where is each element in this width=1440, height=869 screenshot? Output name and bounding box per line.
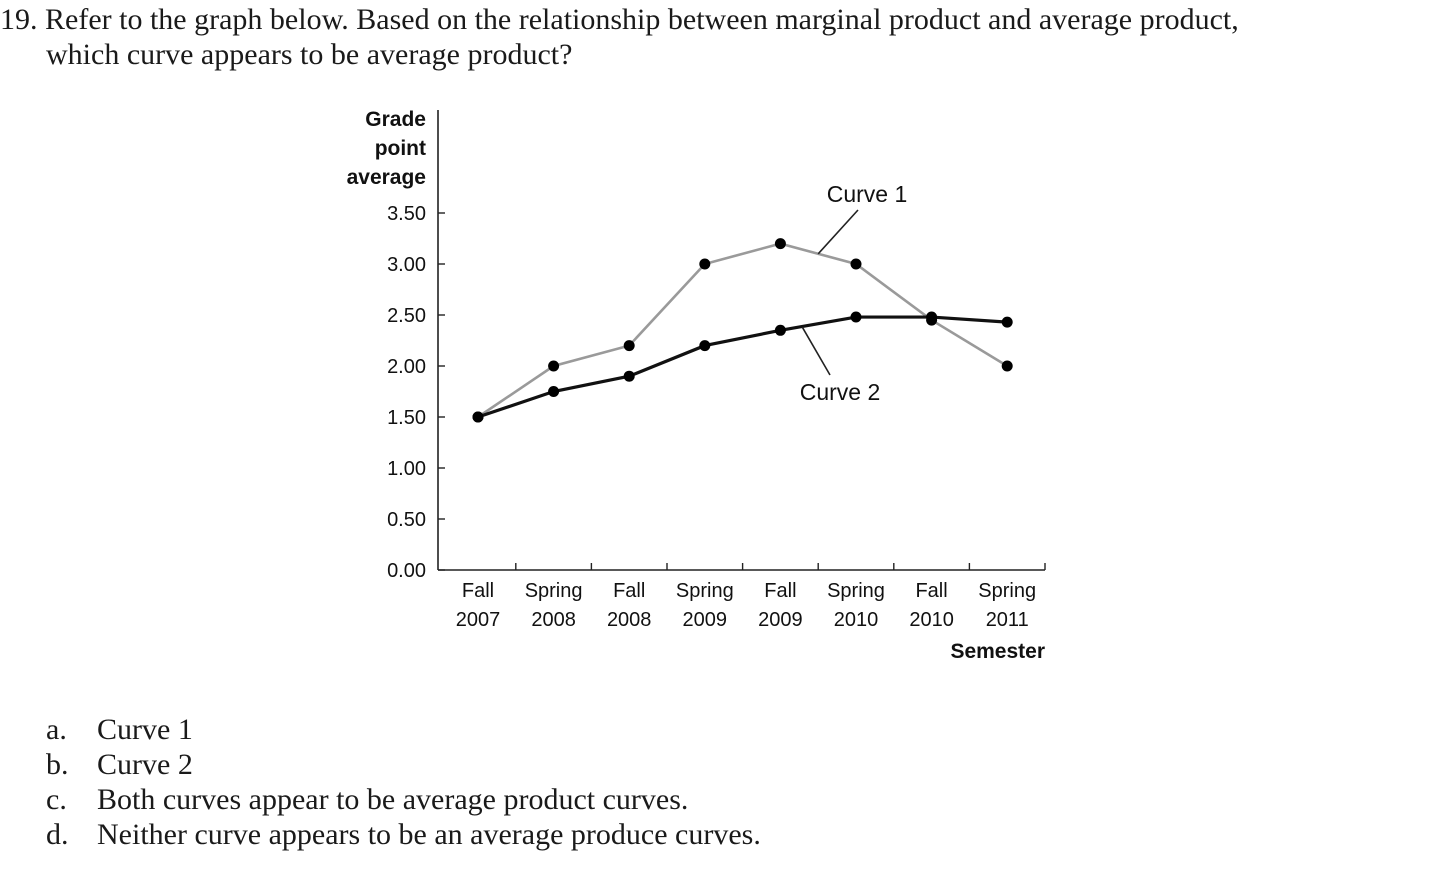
- curve-2-leader-line: [801, 326, 831, 376]
- data-point: [1001, 316, 1013, 328]
- curve-1-leader-line: [817, 209, 859, 255]
- data-point: [548, 386, 560, 397]
- option-c[interactable]: c. Both curves appear to be average prod…: [46, 782, 761, 817]
- y-tick-label: 3.50: [387, 203, 426, 225]
- x-tick-label: 2010: [909, 609, 954, 631]
- curve-2-label: Curve 2: [800, 379, 881, 405]
- data-point: [699, 258, 711, 270]
- x-tick-label: 2009: [683, 609, 728, 631]
- x-axis-title: Semester: [950, 640, 1045, 663]
- option-text: Curve 2: [97, 748, 193, 781]
- x-tick-label: 2010: [834, 609, 879, 631]
- y-tick-label: 2.50: [387, 305, 426, 327]
- x-tick-label: Spring: [676, 580, 734, 602]
- option-letter: d.: [46, 818, 69, 851]
- question-stem-line-2: which curve appears to be average produc…: [46, 38, 573, 71]
- data-point: [850, 258, 862, 270]
- x-tick-label: 2008: [607, 609, 652, 631]
- data-point: [774, 324, 786, 336]
- x-tick-label: Spring: [525, 580, 583, 602]
- x-tick-label: Fall: [764, 580, 796, 602]
- option-letter: a.: [46, 713, 67, 746]
- option-a[interactable]: a. Curve 1: [46, 712, 761, 747]
- data-point: [850, 311, 862, 323]
- x-tick-label: 2011: [986, 609, 1029, 631]
- x-tick-label: Fall: [915, 580, 947, 602]
- question-number: 19.: [0, 3, 38, 36]
- series-line-1: [477, 242, 1008, 419]
- data-point: [1001, 360, 1013, 372]
- x-tick-label: 2009: [758, 609, 803, 631]
- x-tick-label: Fall: [613, 580, 645, 602]
- y-tick-label: 2.00: [387, 356, 426, 378]
- series-line-2: [477, 315, 1008, 419]
- y-tick-label: 1.00: [387, 458, 426, 480]
- data-point: [699, 340, 711, 352]
- data-point: [548, 360, 560, 372]
- y-tick-label: 0.50: [387, 509, 426, 531]
- option-text: Curve 1: [97, 713, 193, 746]
- question-line-1: 19. Refer to the graph below. Based on t…: [0, 2, 1420, 37]
- line-chart: 0.00 0.50 1.00 1.50 2.00 2.50 3.00 3.50 Grade poi…: [347, 108, 1046, 663]
- data-point: [926, 311, 938, 323]
- x-tick-label: Spring: [978, 580, 1036, 602]
- x-tick-label: Spring: [827, 580, 885, 602]
- data-point: [623, 340, 635, 352]
- y-axis-title-line: point: [375, 137, 426, 160]
- option-b[interactable]: b. Curve 2: [46, 747, 761, 782]
- y-tick-label: 1.50: [387, 407, 426, 429]
- question-stem-line-1: Refer to the graph below. Based on the r…: [45, 3, 1239, 36]
- x-tick-label: 2007: [456, 609, 501, 631]
- data-point: [623, 370, 635, 382]
- chart: 0.00 0.50 1.00 1.50 2.00 2.50 3.00 3.50 Grade poi…: [250, 100, 1070, 680]
- y-tick-label: 3.00: [387, 254, 426, 276]
- option-letter: c.: [46, 783, 67, 816]
- option-text: Both curves appear to be average product…: [97, 783, 689, 816]
- option-letter: b.: [46, 748, 69, 781]
- question-text: 19. Refer to the graph below. Based on t…: [0, 2, 1420, 72]
- y-axis-title-line: average: [347, 166, 426, 189]
- y-axis-title-line: Grade: [365, 108, 426, 131]
- option-d[interactable]: d. Neither curve appears to be an averag…: [46, 817, 761, 852]
- y-tick-label: 0.00: [387, 560, 426, 582]
- x-tick-label: 2008: [531, 609, 576, 631]
- data-point: [774, 238, 786, 250]
- data-point: [472, 411, 484, 423]
- option-text: Neither curve appears to be an average p…: [97, 818, 761, 851]
- answer-options: a. Curve 1 b. Curve 2 c. Both curves app…: [46, 712, 761, 852]
- x-tick-label: Fall: [462, 580, 494, 602]
- curve-1-label: Curve 1: [827, 181, 908, 207]
